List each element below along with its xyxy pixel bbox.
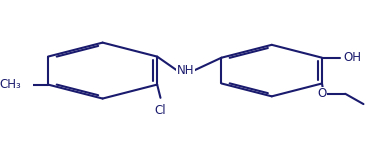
- Text: OH: OH: [344, 51, 362, 64]
- Text: CH₃: CH₃: [0, 78, 22, 91]
- Text: Cl: Cl: [155, 104, 166, 117]
- Text: O: O: [317, 87, 326, 100]
- Text: NH: NH: [177, 64, 194, 77]
